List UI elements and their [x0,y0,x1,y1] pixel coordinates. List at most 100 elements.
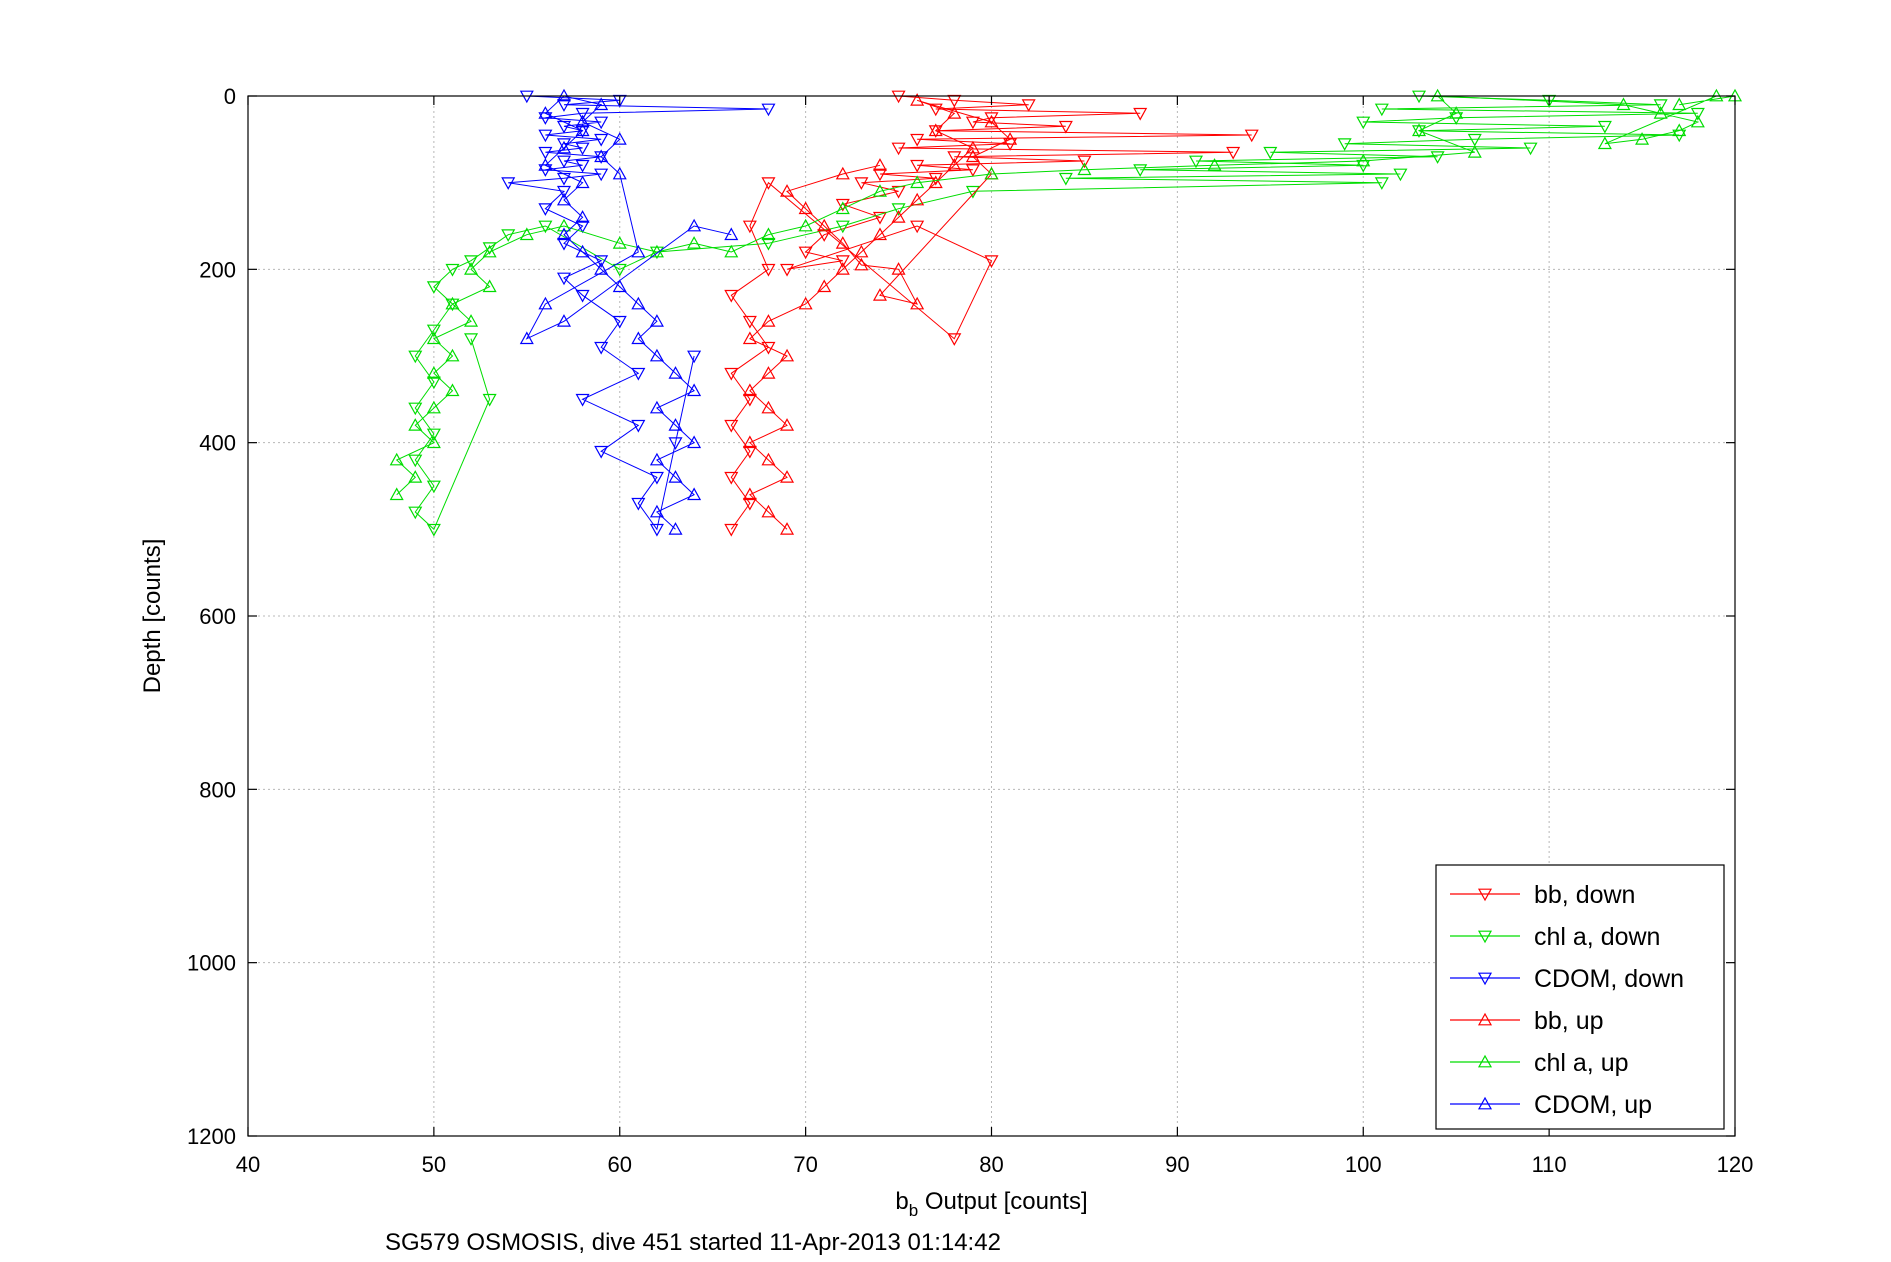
data-point [742,383,757,397]
legend-label: CDOM, up [1534,1091,1652,1119]
data-point [1690,114,1705,128]
legend-entry: bb, down [1450,881,1635,909]
data-point [910,159,925,173]
data-point [501,177,516,190]
data-point [649,314,664,327]
data-point [594,116,609,130]
legend-label: bb, up [1534,1007,1604,1035]
data-point [408,418,423,431]
data-point [1133,107,1148,121]
data-point [668,522,683,535]
data-point [519,227,534,241]
data-point [761,314,776,327]
x-tick-label: 80 [979,1152,1003,1177]
data-point [482,393,497,407]
data-point [854,244,869,258]
data-point [891,210,906,223]
data-point [1653,99,1668,112]
data-point [519,331,534,345]
x-axis-label-rest: Output [counts] [918,1188,1087,1215]
data-point [668,418,683,431]
data-point [965,149,980,163]
data-point [835,255,850,268]
data-point [742,315,757,329]
series-line [525,95,732,530]
data-point [575,244,590,258]
plot-series [389,88,1743,537]
data-point [1263,146,1278,160]
data-point [780,418,795,431]
data-point [556,272,572,286]
data-point [1467,133,1482,147]
data-point [575,142,590,156]
data-point [835,201,850,215]
data-point [1467,145,1482,158]
data-point [724,367,739,381]
data-point [426,523,441,537]
data-point [724,227,739,241]
data-point [965,164,980,177]
x-tick-label: 70 [793,1152,817,1177]
data-point [910,296,925,310]
data-point [631,331,646,345]
data-point [649,523,664,537]
data-point [408,506,423,520]
data-point [1058,172,1073,186]
data-point [724,419,739,433]
data-point [649,400,664,414]
legend-entry: chl a, up [1450,1049,1629,1077]
legend-label: bb, down [1534,881,1635,909]
data-point [965,185,980,199]
data-point [575,210,590,223]
data-point [872,184,887,197]
series-line [395,95,1736,496]
legend-swatch-marker [1477,1054,1493,1068]
series-line [749,99,1011,530]
data-point [575,289,590,303]
data-point [687,383,702,397]
data-point [854,257,869,271]
data-point [1690,107,1705,121]
data-point [556,237,572,251]
data-point [984,112,999,125]
data-point [464,262,479,275]
data-point [798,201,813,215]
data-point [1374,103,1389,117]
data-point [1356,116,1371,130]
y-tick-label: 400 [199,431,236,456]
legend-swatch-marker [1477,1096,1493,1110]
data-point [612,315,627,329]
data-point [798,218,813,232]
data-point [1337,138,1352,151]
data-point [538,146,553,160]
data-point [426,435,441,449]
data-point [780,348,795,362]
data-point [687,487,702,501]
data-point [556,314,572,327]
data-point [445,296,460,310]
data-point [817,279,832,293]
legend-label: chl a, up [1534,1049,1629,1077]
x-axis-label: bb Output [counts] [895,1188,1087,1220]
data-point [798,296,813,310]
data-point [408,402,423,416]
data-point [1003,132,1018,145]
data-point [910,192,925,206]
data-point [1207,158,1222,171]
data-point [556,227,572,241]
data-point [426,331,441,345]
data-point [594,149,609,163]
legend: bb, down chl a, down CDOM, down bb, up chl a… [1435,864,1725,1130]
data-point [556,185,572,199]
data-point [984,166,999,180]
data-point [854,177,869,190]
data-point [984,114,999,128]
data-point [761,504,776,518]
y-tick-label: 1000 [187,951,236,976]
data-point [835,262,850,275]
data-point [556,99,572,112]
data-point [464,333,479,346]
data-point [464,314,479,327]
x-tick-label: 40 [236,1152,260,1177]
legend-swatch-marker [1477,888,1493,902]
